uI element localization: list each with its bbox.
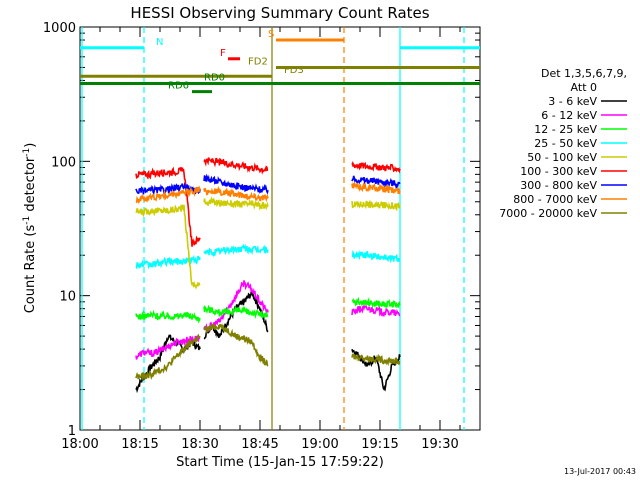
series-trace bbox=[351, 353, 401, 367]
series-trace bbox=[351, 160, 401, 174]
x-tick-label: 19:00 bbox=[301, 437, 338, 452]
series-trace bbox=[135, 204, 201, 290]
chart-title: HESSI Observing Summary Count Rates bbox=[130, 4, 429, 22]
series-800-7000kev bbox=[135, 181, 401, 205]
series-100-300kev bbox=[135, 157, 401, 247]
series-trace bbox=[351, 175, 401, 190]
x-tick-label: 18:30 bbox=[181, 437, 218, 452]
legend-label: 300 - 800 keV bbox=[520, 179, 597, 192]
y-tick-label: 100 bbox=[51, 155, 76, 170]
legend-label: 800 - 7000 keV bbox=[513, 193, 597, 206]
x-tick-label: 19:15 bbox=[361, 437, 398, 452]
y-axis-label: Count Rate (s-1 detector-1) bbox=[22, 143, 38, 314]
series-trace bbox=[203, 243, 269, 258]
legend-label: 7000 - 20000 keV bbox=[499, 207, 597, 220]
flag-label-fd2: FD2 bbox=[248, 56, 268, 67]
series-25-50kev bbox=[135, 243, 401, 270]
x-tick-label: 19:30 bbox=[421, 437, 458, 452]
x-axis-label: Start Time (15-Jan-15 17:59:22) bbox=[176, 455, 384, 470]
series-trace bbox=[351, 296, 401, 309]
x-tick-label: 18:00 bbox=[61, 437, 98, 452]
legend-header-attenuator: Att 0 bbox=[571, 81, 597, 94]
y-label-end: ) bbox=[23, 143, 38, 148]
y-label-sup2: -1 bbox=[22, 148, 32, 157]
legend-label: 12 - 25 keV bbox=[534, 123, 597, 136]
flag-label-n: N bbox=[156, 37, 163, 48]
x-tick-label: 18:45 bbox=[241, 437, 278, 452]
flag-bars: N S F FD2 FD3 RD0 RD6 bbox=[80, 29, 480, 94]
legend-label: 25 - 50 keV bbox=[534, 137, 597, 150]
series-trace bbox=[203, 196, 269, 211]
series-trace bbox=[203, 323, 269, 367]
flag-label-rd0: RD0 bbox=[204, 72, 225, 83]
y-tick-label: 10 bbox=[59, 290, 76, 305]
legend-label: 50 - 100 keV bbox=[527, 151, 597, 164]
flag-label-fd3: FD3 bbox=[284, 65, 304, 76]
series-trace bbox=[351, 181, 401, 195]
series-trace bbox=[203, 304, 269, 320]
series-trace bbox=[135, 333, 201, 380]
y-label-sup1: -1 bbox=[22, 216, 32, 225]
series-3-6kev bbox=[135, 289, 401, 394]
series-trace bbox=[203, 157, 269, 175]
flag-label-s: S bbox=[268, 29, 274, 40]
series-trace bbox=[135, 309, 201, 324]
series-50-100kev bbox=[135, 196, 401, 290]
series-trace bbox=[135, 185, 201, 205]
series-trace bbox=[203, 185, 269, 203]
flag-label-f: F bbox=[220, 48, 226, 59]
series-7000-20000kev bbox=[135, 323, 401, 380]
legend-label: 3 - 6 keV bbox=[548, 95, 597, 108]
series-trace bbox=[135, 166, 201, 247]
series-trace bbox=[351, 249, 401, 264]
legend-header-detectors: Det 1,3,5,6,7,9, bbox=[541, 67, 627, 80]
series-6-12kev bbox=[135, 280, 401, 360]
series-trace bbox=[203, 173, 269, 195]
vertical-markers bbox=[81, 27, 465, 430]
y-label-main: Count Rate (s bbox=[23, 225, 38, 314]
series-12-25kev bbox=[135, 296, 401, 324]
x-tick-label: 18:15 bbox=[121, 437, 158, 452]
y-tick-label: 1 bbox=[68, 424, 76, 439]
x-axis: 18:00 18:15 18:30 18:45 19:00 19:15 19:30 bbox=[61, 27, 481, 452]
legend-label: 100 - 300 keV bbox=[520, 165, 597, 178]
series-trace bbox=[351, 348, 401, 392]
legend-label: 6 - 12 keV bbox=[541, 109, 597, 122]
flag-label-rd6: RD6 bbox=[168, 81, 189, 92]
series-trace bbox=[351, 305, 401, 318]
plot-frame bbox=[79, 26, 481, 431]
data-series bbox=[135, 157, 401, 394]
y-label-mid: detector bbox=[23, 156, 38, 216]
y-tick-label: 1000 bbox=[43, 21, 76, 36]
render-timestamp: 13-Jul-2017 00:43 bbox=[564, 467, 636, 476]
series-trace bbox=[351, 199, 401, 212]
